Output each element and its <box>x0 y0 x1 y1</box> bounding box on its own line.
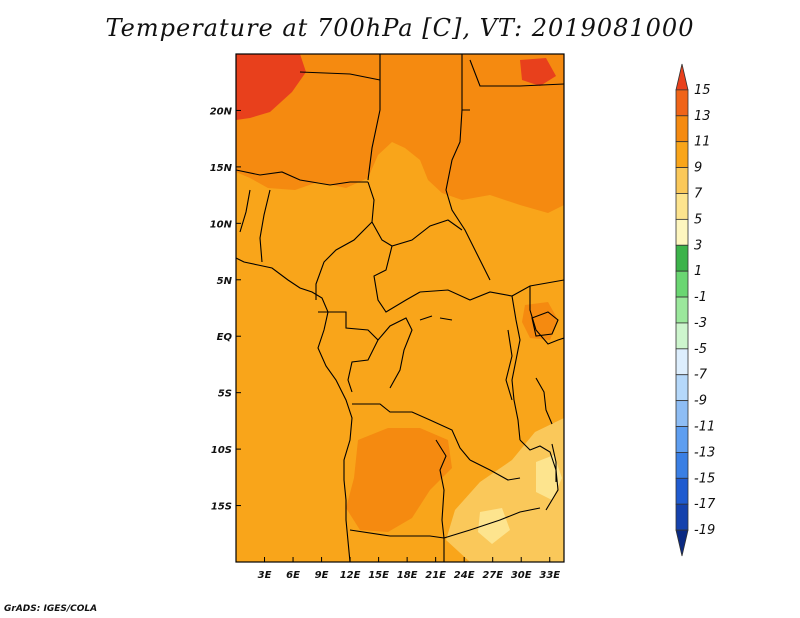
colorbar-segment <box>675 167 689 194</box>
border-tanzania <box>535 377 553 425</box>
colorbar-label: 9 <box>694 161 702 176</box>
lon-tick-label: 12E <box>340 570 361 581</box>
lon-tick-label: 27E <box>482 570 503 581</box>
colorbar-label: -17 <box>694 497 716 512</box>
map-frame <box>235 53 565 563</box>
band-11-13-south <box>346 428 452 532</box>
colorbar-segment <box>675 322 689 350</box>
border-lakes-east <box>511 295 521 441</box>
lat-tick-label: 10N <box>210 219 233 230</box>
colorbar-label: 7 <box>694 186 703 201</box>
colorbar-segment <box>675 115 689 143</box>
colorbar-segment <box>675 141 689 168</box>
border-congo-drc <box>377 317 413 389</box>
longitude-axis: 3E 6E 9E 12E 15E 18E 21E 24E 27E 30E 33E <box>258 557 560 581</box>
colorbar-segment <box>675 296 689 324</box>
atlantic-coastline <box>236 257 353 562</box>
band-13-15-northwest <box>236 54 306 120</box>
border-chad-sudan <box>445 109 491 281</box>
country-borders <box>236 54 564 562</box>
lon-tick-label: 24E <box>454 570 475 581</box>
colorbar-label: 13 <box>694 109 711 124</box>
border-sahel <box>236 169 368 186</box>
lon-tick-label: 3E <box>258 570 272 581</box>
border-angola-namibia <box>349 529 445 539</box>
colorbar-label: 15 <box>694 83 711 98</box>
border-malawi <box>519 439 559 511</box>
band-7-9-southeast <box>446 418 564 562</box>
colorbar-segment <box>675 400 689 427</box>
lat-tick-label: 15S <box>211 502 232 513</box>
colorbar-label: -15 <box>694 471 715 486</box>
colorbar-segment <box>675 452 689 479</box>
credit-label: GrADS: IGES/COLA <box>4 604 98 614</box>
colorbar-label: 5 <box>694 212 702 227</box>
lat-tick-label: 5S <box>218 389 232 400</box>
lon-tick-label: 15E <box>368 570 389 581</box>
colorbar-segment <box>675 244 689 272</box>
border-zambia-drc <box>469 459 521 481</box>
colorbar-label: -19 <box>694 523 715 538</box>
border-angola-drc <box>352 403 471 461</box>
lon-tick-label: 6E <box>286 570 300 581</box>
colorbar-label: 11 <box>694 135 711 150</box>
band-13-15-northeast <box>520 58 556 86</box>
band-5-7-south <box>478 508 510 544</box>
lat-tick-label: 20N <box>210 106 233 117</box>
river-congo <box>419 315 453 321</box>
lat-tick-label: EQ <box>217 332 233 343</box>
colorbar-segment <box>675 503 689 531</box>
colorbar-segment <box>675 477 689 505</box>
band-11-13-north <box>236 54 564 213</box>
border-west-b <box>239 189 251 233</box>
colorbar: 15 13 11 9 7 5 3 1 -1 -3 -5 -7 -9 -11 -13 -15 -17 -19 <box>675 63 716 557</box>
lake-victoria <box>531 311 559 337</box>
colorbar-segment <box>675 63 689 91</box>
colorbar-segment <box>675 218 689 246</box>
colorbar-segment <box>675 89 689 117</box>
lake-tanganyika <box>505 329 513 401</box>
lat-tick-label: 10S <box>211 445 232 456</box>
colorbar-segment <box>675 193 689 220</box>
border-zambia-zimbabwe <box>443 507 541 539</box>
border-nigeria-cameroon <box>315 221 373 300</box>
colorbar-segment <box>675 426 689 453</box>
colorbar-label: -1 <box>694 290 707 305</box>
lon-tick-label: 18E <box>397 570 418 581</box>
colorbar-segment <box>675 529 689 557</box>
lat-tick-label: 5N <box>217 276 233 287</box>
border-north-a <box>299 71 381 81</box>
colorbar-segment <box>675 374 689 402</box>
colorbar-label: -9 <box>694 394 707 409</box>
colorbar-label: -7 <box>694 368 708 383</box>
lake-malawi <box>551 443 557 482</box>
border-car-cameroon <box>373 245 421 313</box>
lon-tick-label: 9E <box>315 570 329 581</box>
lon-tick-label: 33E <box>539 570 560 581</box>
colorbar-label: -13 <box>694 445 715 460</box>
border-uganda <box>529 286 564 345</box>
chart-title: Temperature at 700hPa [C], VT: 201908100… <box>105 14 695 42</box>
lon-tick-label: 30E <box>511 570 532 581</box>
colorbar-segment <box>675 270 689 298</box>
colorbar-label: -3 <box>694 316 707 331</box>
latitude-axis: 20N 15N 10N 5N EQ 5S 10S 15S <box>210 106 241 513</box>
lat-tick-label: 15N <box>210 163 233 174</box>
colorbar-label: 1 <box>694 264 702 279</box>
colorbar-label: 3 <box>694 238 702 253</box>
border-west-a <box>259 189 271 263</box>
colorbar-label: -5 <box>694 342 707 357</box>
border-algeria-libya <box>367 54 381 181</box>
temperature-field <box>236 54 564 562</box>
colorbar-label: -11 <box>694 420 715 435</box>
colorbar-segment <box>675 348 689 376</box>
lon-tick-label: 21E <box>425 570 446 581</box>
border-egypt-sudan <box>469 59 564 87</box>
